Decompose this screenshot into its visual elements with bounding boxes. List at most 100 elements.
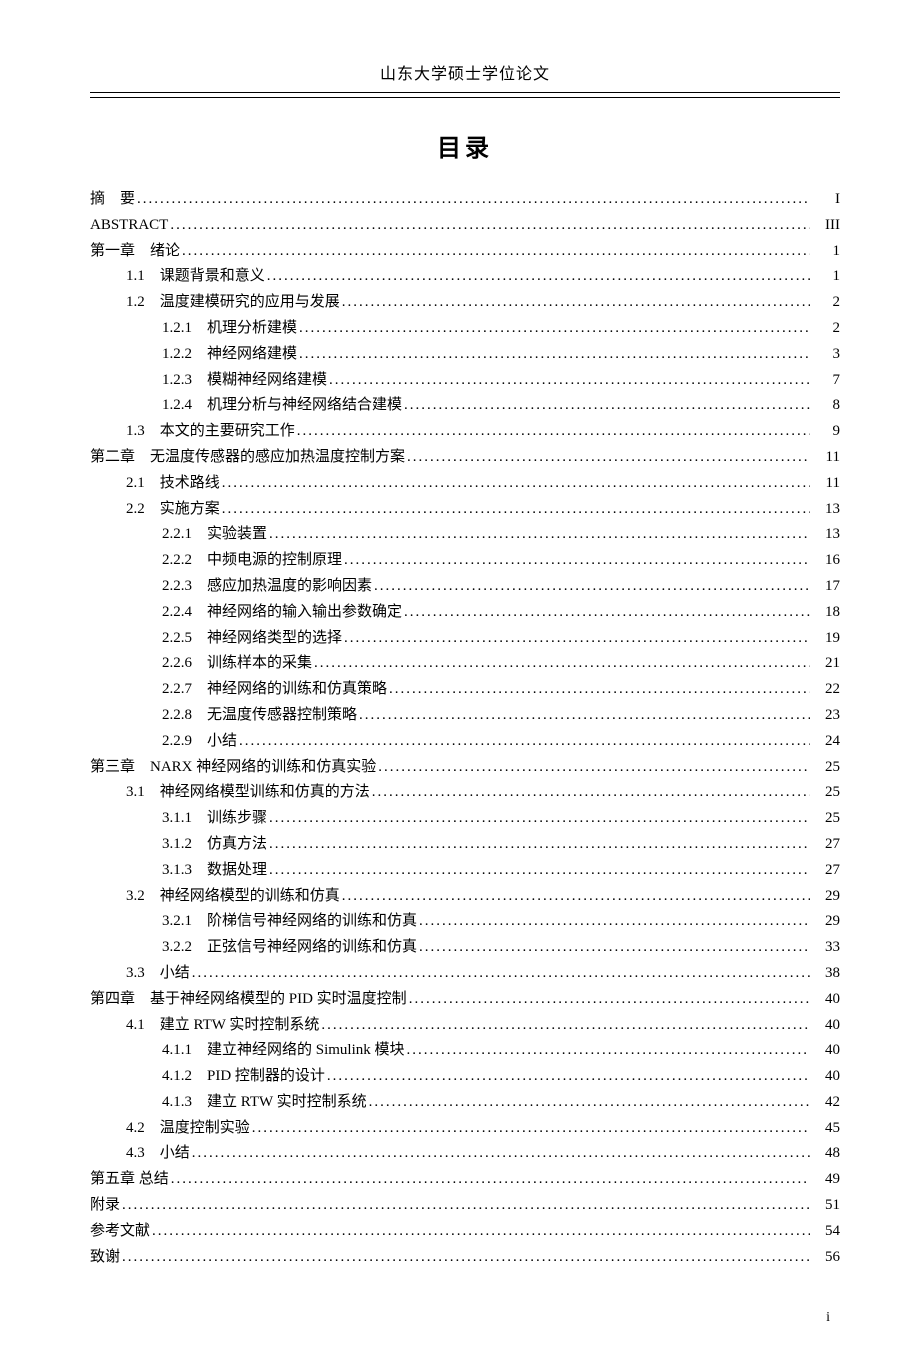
toc-entry-label: 1.3 本文的主要研究工作: [126, 419, 295, 445]
toc-entry: 1.2.2 神经网络建模3: [90, 342, 840, 368]
toc-entry-label: 2.2.9 小结: [162, 729, 237, 755]
toc-entry: 2.2.4 神经网络的输入输出参数确定 18: [90, 600, 840, 626]
toc-entry-page: 22: [812, 677, 840, 703]
toc-entry-label: 3.1.2 仿真方法: [162, 832, 267, 858]
toc-entry-page: 1: [812, 264, 840, 290]
toc-dots: [122, 1193, 810, 1219]
toc-dots: [297, 419, 810, 445]
toc-entry-label: 第五章 总结: [90, 1167, 169, 1193]
toc-entry-label: 1.2.4 机理分析与神经网络结合建模: [162, 393, 402, 419]
toc-dots: [321, 1013, 810, 1039]
toc-dots: [374, 574, 810, 600]
toc-dots: [152, 1219, 810, 1245]
toc-entry: 2.2.5 神经网络类型的选择 19: [90, 626, 840, 652]
toc-entry-label: 附录: [90, 1193, 120, 1219]
toc-entry-page: 48: [812, 1141, 840, 1167]
toc-entry-label: 2.2.2 中频电源的控制原理: [162, 548, 342, 574]
toc-entry-page: 33: [812, 935, 840, 961]
toc-dots: [342, 884, 810, 910]
toc-entry-label: 2.2.8 无温度传感器控制策略: [162, 703, 357, 729]
toc-dots: [419, 909, 810, 935]
toc-entry-page: 27: [812, 858, 840, 884]
toc-entry-label: 3.1 神经网络模型训练和仿真的方法: [126, 780, 370, 806]
toc-dots: [171, 1167, 810, 1193]
toc-entry: 4.2 温度控制实验45: [90, 1116, 840, 1142]
toc-dots: [239, 729, 810, 755]
toc-dots: [407, 445, 810, 471]
toc-entry-page: 51: [812, 1193, 840, 1219]
toc-entry: 摘 要I: [90, 187, 840, 213]
toc-entry-page: 18: [812, 600, 840, 626]
toc-dots: [404, 600, 810, 626]
toc-entry-label: 2.2.1 实验装置: [162, 522, 267, 548]
toc-entry-label: 1.2.2 神经网络建模: [162, 342, 297, 368]
toc-entry-page: 9: [812, 419, 840, 445]
toc-entry-page: 17: [812, 574, 840, 600]
toc-dots: [122, 1245, 810, 1271]
toc-entry: 4.1.1 建立神经网络的 Simulink 模块40: [90, 1038, 840, 1064]
toc-entry-page: 19: [812, 626, 840, 652]
toc-entry-label: 2.2.3 感应加热温度的影响因素: [162, 574, 372, 600]
toc-entry-label: 3.1.3 数据处理: [162, 858, 267, 884]
toc-entry-label: 2.2.5 神经网络类型的选择: [162, 626, 342, 652]
toc-entry-label: 3.3 小结: [126, 961, 190, 987]
toc-entry: 2.2.9 小结 24: [90, 729, 840, 755]
toc-entry-label: 2.2 实施方案: [126, 497, 220, 523]
toc-entry-page: 56: [812, 1245, 840, 1271]
toc-dots: [192, 961, 810, 987]
toc-entry-page: 23: [812, 703, 840, 729]
toc-entry-page: I: [812, 187, 840, 213]
toc-entry-page: 16: [812, 548, 840, 574]
toc-entry-page: 25: [812, 806, 840, 832]
toc-entry-page: 42: [812, 1090, 840, 1116]
toc-entry-page: 29: [812, 884, 840, 910]
toc-entry-label: 2.2.4 神经网络的输入输出参数确定: [162, 600, 402, 626]
toc-entry-page: 24: [812, 729, 840, 755]
toc-entry: 1.2.4 机理分析与神经网络结合建模8: [90, 393, 840, 419]
toc-entry: 第五章 总结49: [90, 1167, 840, 1193]
toc-entry: 参考文献54: [90, 1219, 840, 1245]
toc-entry-label: 4.3 小结: [126, 1141, 190, 1167]
toc-entry-page: 13: [812, 497, 840, 523]
toc-entry: 3.1.3 数据处理 27: [90, 858, 840, 884]
toc-entry-page: 11: [812, 471, 840, 497]
toc-entry-page: 40: [812, 987, 840, 1013]
toc-entry-label: 3.2 神经网络模型的训练和仿真: [126, 884, 340, 910]
toc-dots: [404, 393, 810, 419]
toc-entry-page: 2: [812, 316, 840, 342]
toc-dots: [369, 1090, 810, 1116]
toc-entry-label: 致谢: [90, 1245, 120, 1271]
header-bottom-rule: [90, 97, 840, 98]
footer-page-number: i: [90, 1310, 840, 1326]
toc-entry-label: 1.1 课题背景和意义: [126, 264, 265, 290]
toc-entry: 1.1 课题背景和意义 1: [90, 264, 840, 290]
toc-entry: 2.1 技术路线11: [90, 471, 840, 497]
toc-entry-label: 2.2.6 训练样本的采集: [162, 651, 312, 677]
toc-entry-page: 40: [812, 1013, 840, 1039]
toc-entry: 2.2.1 实验装置 13: [90, 522, 840, 548]
toc-entry-label: 1.2 温度建模研究的应用与发展: [126, 290, 340, 316]
toc-dots: [269, 832, 810, 858]
toc-entry-label: 第二章 无温度传感器的感应加热温度控制方案: [90, 445, 405, 471]
toc-entry: 3.1 神经网络模型训练和仿真的方法25: [90, 780, 840, 806]
toc-dots: [378, 755, 810, 781]
toc-entry: 第四章 基于神经网络模型的 PID 实时温度控制40: [90, 987, 840, 1013]
toc-entry-label: 4.1 建立 RTW 实时控制系统: [126, 1013, 319, 1039]
toc-dots: [409, 987, 810, 1013]
toc-entry: 4.3 小结 48: [90, 1141, 840, 1167]
toc-entry-label: 第一章 绪论: [90, 239, 180, 265]
toc-dots: [407, 1038, 810, 1064]
toc-entry-label: 4.1.1 建立神经网络的 Simulink 模块: [162, 1038, 405, 1064]
toc-entry-page: 2: [812, 290, 840, 316]
toc-entry: 2.2 实施方案 13: [90, 497, 840, 523]
toc-dots: [192, 1141, 810, 1167]
toc-dots: [344, 548, 810, 574]
toc-entry-page: 11: [812, 445, 840, 471]
toc-entry-label: 参考文献: [90, 1219, 150, 1245]
toc-dots: [372, 780, 810, 806]
toc-dots: [329, 368, 810, 394]
toc-dots: [299, 316, 810, 342]
toc-entry-label: 3.2.1 阶梯信号神经网络的训练和仿真: [162, 909, 417, 935]
toc-entry-page: 29: [812, 909, 840, 935]
toc-entry-page: 13: [812, 522, 840, 548]
